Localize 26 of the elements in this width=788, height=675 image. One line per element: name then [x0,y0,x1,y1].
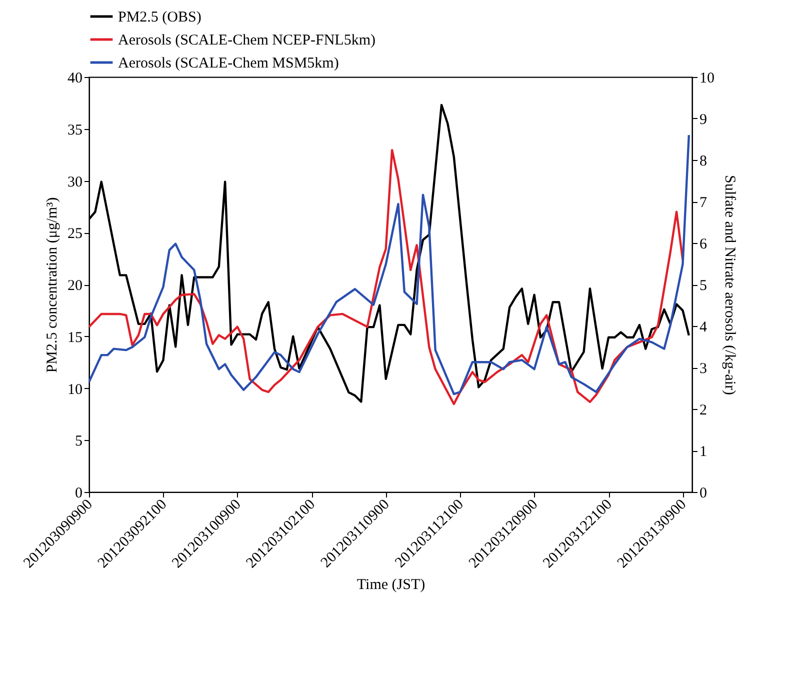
y2-tick-label: 3 [700,361,707,377]
y-tick-label: 0 [75,486,82,502]
y2-tick-label: 6 [700,236,708,252]
y-tick-label: 15 [68,330,82,346]
y2-tick-label: 10 [700,70,714,86]
y-tick-label: 40 [68,70,82,86]
y2-tick-label: 4 [700,320,708,336]
y-tick-label: 5 [75,434,82,450]
legend-label: Aerosols (SCALE-Chem NCEP-FNL5km) [118,32,376,48]
y-tick-label: 30 [68,174,82,190]
y-tick-label: 20 [68,278,82,294]
y-axis-title: PM2.5 concentration (μg/m³) [44,197,60,373]
y2-tick-label: 0 [700,486,707,502]
y2-axis-title: Sulfate and Nitrate aerosols (/kg-air) [722,175,738,395]
y2-tick-label: 5 [700,278,707,294]
legend-label: Aerosols (SCALE-Chem MSM5km) [118,56,339,72]
y-tick-label: 25 [68,226,82,242]
y2-tick-label: 1 [700,444,707,460]
y2-tick-label: 2 [700,402,707,418]
legend-label: PM2.5 (OBS) [118,10,202,26]
y2-tick-label: 7 [700,195,708,211]
y-tick-label: 10 [68,382,82,398]
y-tick-label: 35 [68,122,82,138]
y2-tick-label: 9 [700,112,707,128]
x-axis-title: Time (JST) [356,576,426,593]
y2-tick-label: 8 [700,154,707,170]
